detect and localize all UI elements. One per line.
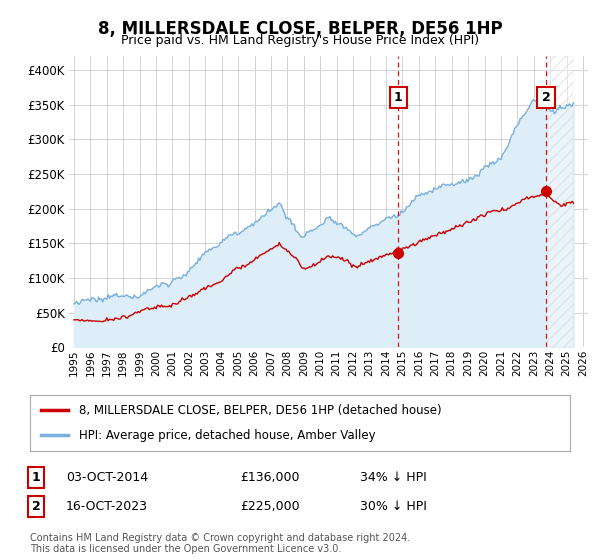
Text: 1: 1 [32, 470, 40, 484]
Text: £225,000: £225,000 [240, 500, 299, 514]
Text: 8, MILLERSDALE CLOSE, BELPER, DE56 1HP (detached house): 8, MILLERSDALE CLOSE, BELPER, DE56 1HP (… [79, 404, 441, 417]
Text: 30% ↓ HPI: 30% ↓ HPI [360, 500, 427, 514]
Text: 2: 2 [542, 91, 550, 104]
Text: 16-OCT-2023: 16-OCT-2023 [66, 500, 148, 514]
Text: 2: 2 [32, 500, 40, 514]
Text: 1: 1 [394, 91, 403, 104]
Text: Contains HM Land Registry data © Crown copyright and database right 2024.
This d: Contains HM Land Registry data © Crown c… [30, 533, 410, 554]
Text: 34% ↓ HPI: 34% ↓ HPI [360, 470, 427, 484]
Text: 03-OCT-2014: 03-OCT-2014 [66, 470, 148, 484]
Text: HPI: Average price, detached house, Amber Valley: HPI: Average price, detached house, Ambe… [79, 428, 375, 442]
Text: £136,000: £136,000 [240, 470, 299, 484]
Text: Price paid vs. HM Land Registry's House Price Index (HPI): Price paid vs. HM Land Registry's House … [121, 34, 479, 46]
Text: 8, MILLERSDALE CLOSE, BELPER, DE56 1HP: 8, MILLERSDALE CLOSE, BELPER, DE56 1HP [98, 20, 502, 38]
